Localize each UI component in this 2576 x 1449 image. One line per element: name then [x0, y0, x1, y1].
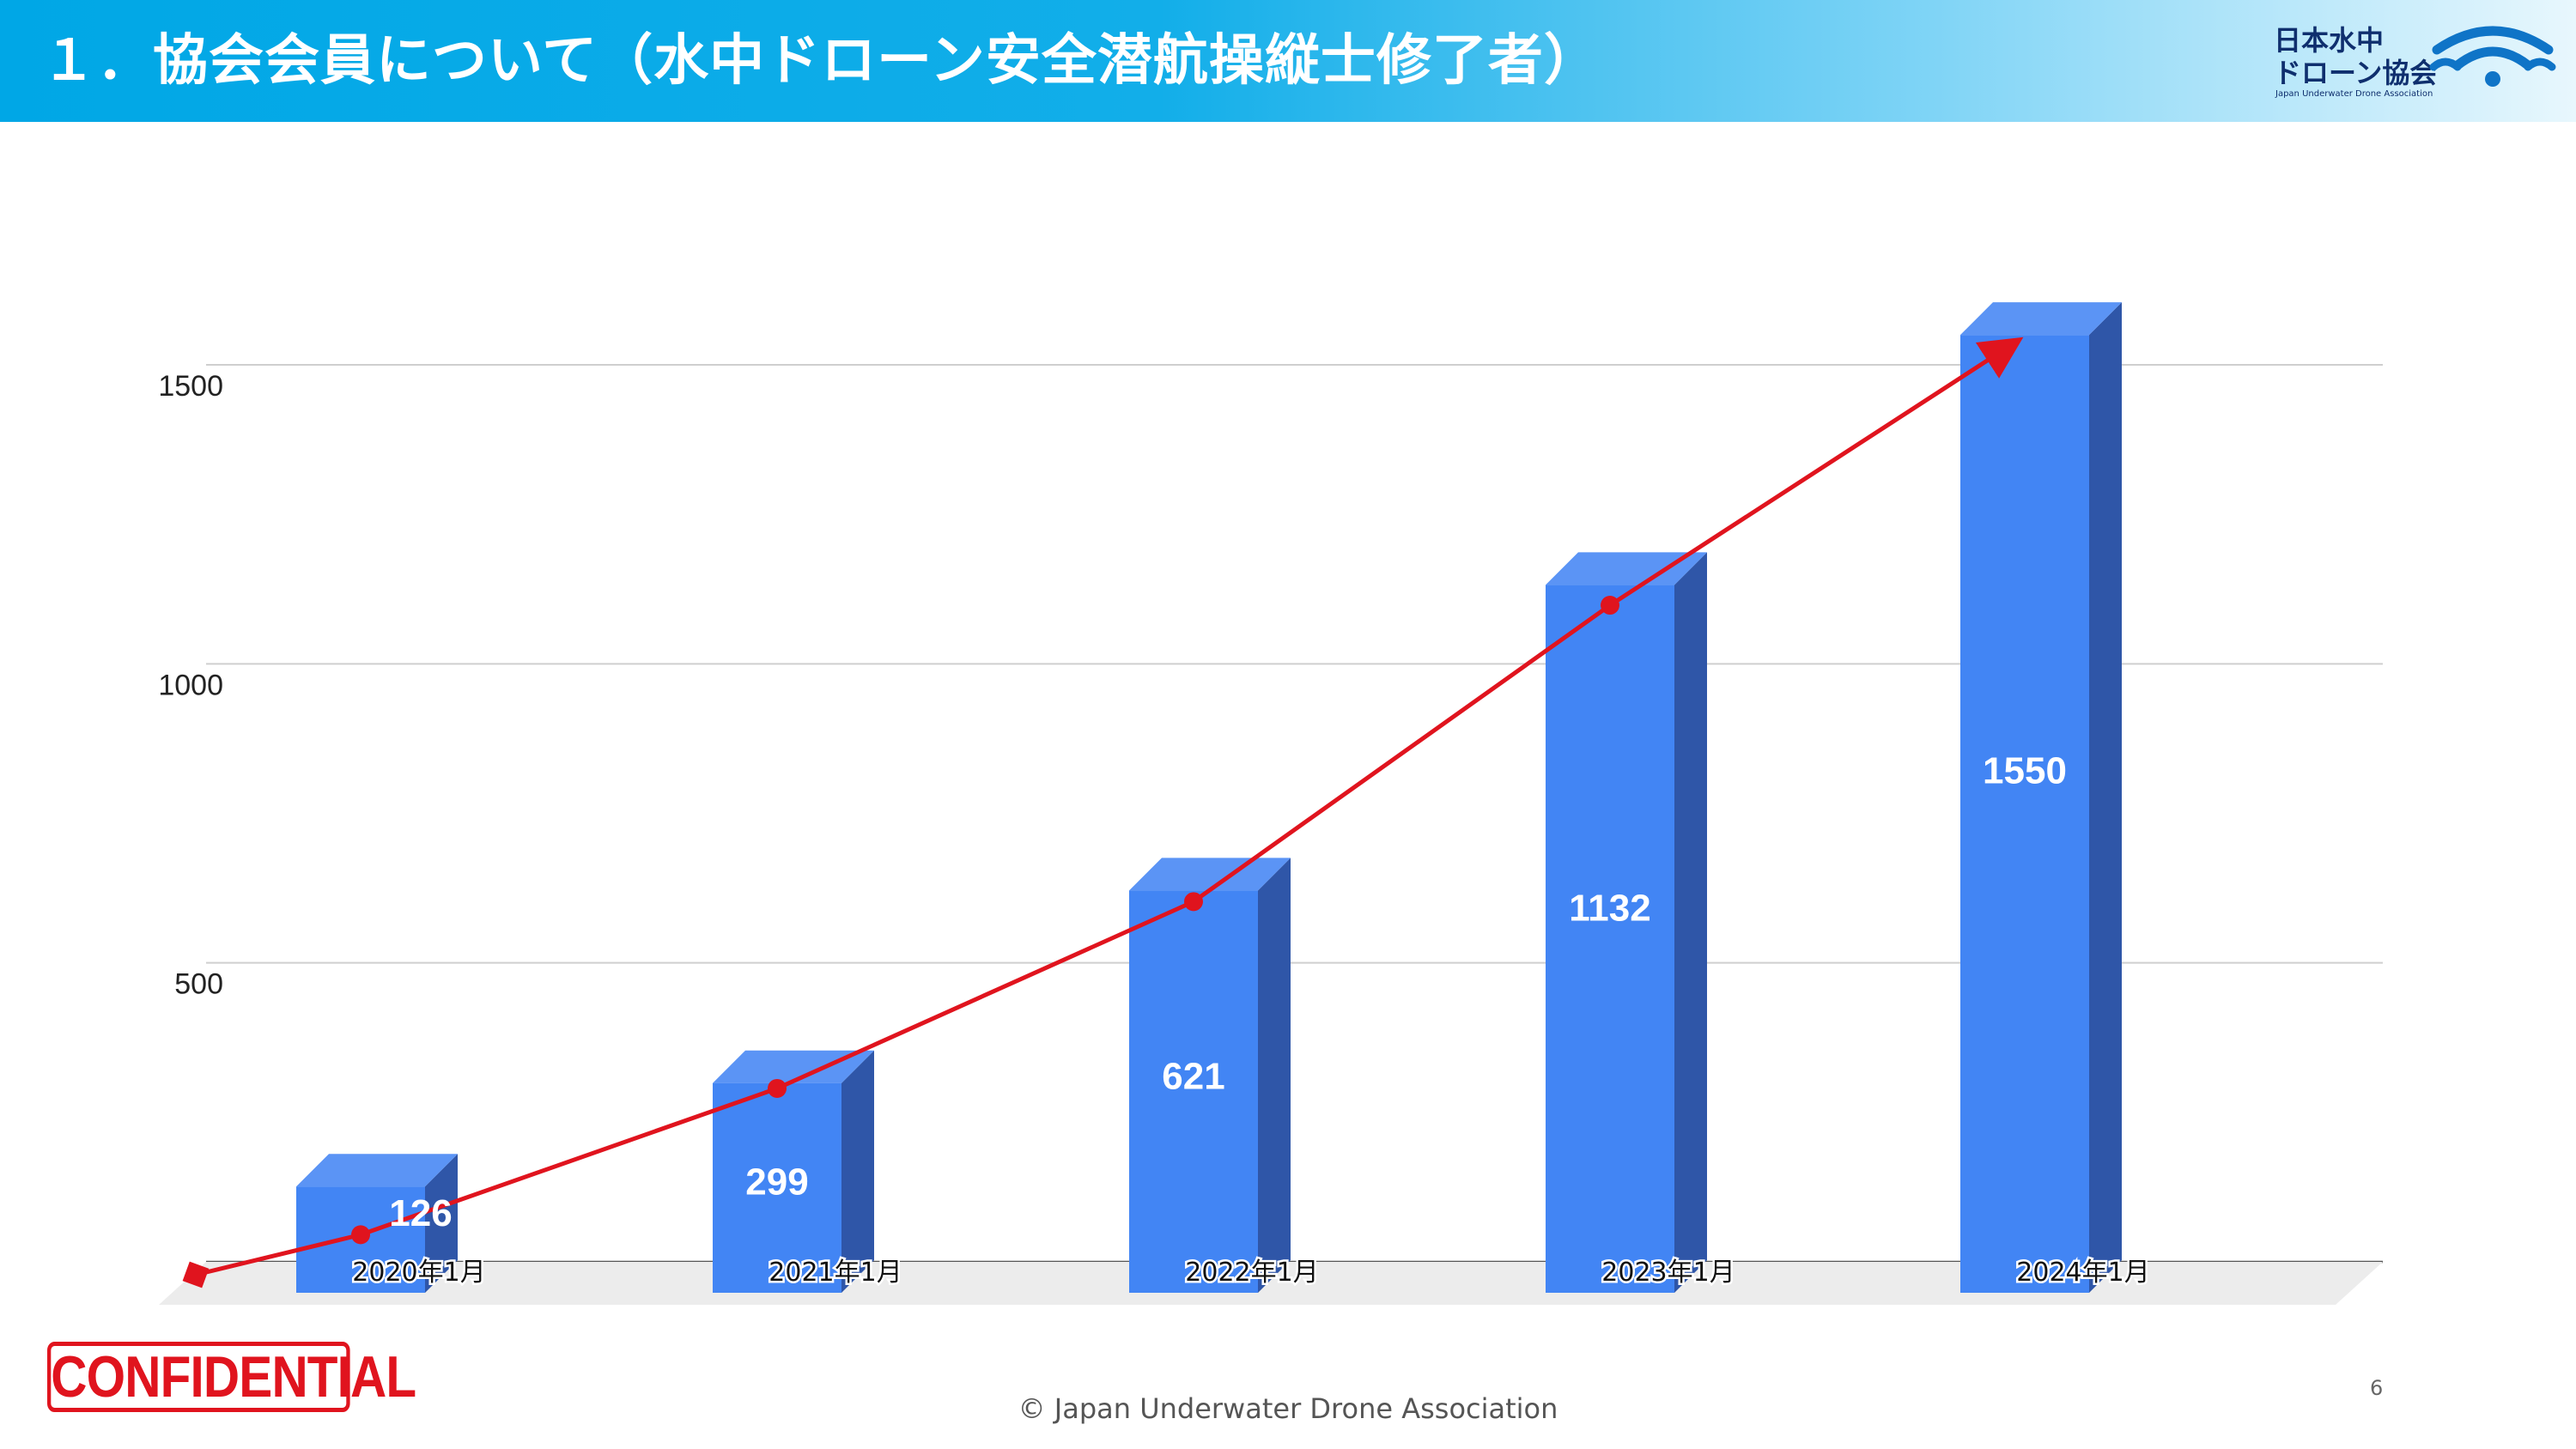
y-tick-label: 500 [174, 968, 223, 1001]
page-title: １．協会会員について（水中ドローン安全潜航操縦士修了者） [41, 29, 1600, 93]
bar-value-label: 1132 [1569, 887, 1650, 929]
bar-top [1129, 858, 1291, 891]
logo-name-line1: 日本水中 [2274, 24, 2385, 57]
logo-name: 日本水中 ドローン協会 [2274, 24, 2437, 89]
bar-front [713, 1082, 841, 1293]
bar-value-label: 1550 [1983, 749, 2067, 791]
bar-2022年1月 [1129, 858, 1291, 1293]
x-category-label: 2022年1月 [1185, 1258, 1318, 1288]
copyright-notice: © Japan Underwater Drone Association [1018, 1392, 1558, 1425]
header-bar: １．協会会員について（水中ドローン安全潜航操縦士修了者） 日本水中 ドローン協会… [0, 0, 2576, 122]
bar-value-label: 299 [745, 1161, 808, 1203]
bar-side [1674, 552, 1707, 1293]
chart-bars [296, 302, 2122, 1294]
bar-side [1258, 858, 1291, 1293]
trend-start-marker [182, 1261, 210, 1288]
bar-2024年1月 [1960, 302, 2122, 1294]
bar-side [2089, 302, 2122, 1294]
bar-top [296, 1154, 458, 1187]
bar-side [425, 1154, 458, 1293]
bar-side [841, 1050, 874, 1293]
bar-front [1546, 585, 1674, 1293]
x-category-label: 2021年1月 [769, 1258, 902, 1288]
y-tick-label: 1500 [158, 370, 223, 403]
trend-point [768, 1078, 787, 1098]
x-category-label: 2023年1月 [1601, 1258, 1735, 1288]
x-category-label: 2024年1月 [2016, 1258, 2149, 1288]
bar-top [1546, 552, 1707, 585]
wifi-wave-logo-icon [2429, 26, 2556, 87]
bar-value-label: 126 [389, 1192, 452, 1234]
bar-top [713, 1050, 874, 1083]
trend-line-path [195, 336, 2024, 1277]
association-logo: 日本水中 ドローン協会 Japan Underwater Drone Assoc… [2267, 19, 2559, 105]
logo-english-name: Japan Underwater Drone Association [2275, 89, 2433, 99]
x-category-label: 2020年1月 [352, 1258, 485, 1288]
logo-name-line2: ドローン協会 [2274, 57, 2438, 89]
bar-front [1960, 335, 2089, 1294]
page-number: 6 [2370, 1376, 2384, 1400]
chart-labels: 500 1000 1500 126 2020年1月 299 2021年1月 621 2022年1… [158, 370, 2152, 1290]
bar-2023年1月 [1546, 552, 1707, 1293]
bar-2021年1月 [713, 1050, 874, 1293]
chart-trend-line [182, 336, 2024, 1288]
trend-point [351, 1225, 370, 1245]
bar-front [1129, 890, 1258, 1293]
y-tick-label: 1000 [158, 669, 223, 701]
bar-value-label: 621 [1162, 1055, 1224, 1097]
bar-top [1960, 302, 2122, 336]
trend-point [1184, 892, 1203, 912]
trend-point [1601, 596, 1619, 615]
